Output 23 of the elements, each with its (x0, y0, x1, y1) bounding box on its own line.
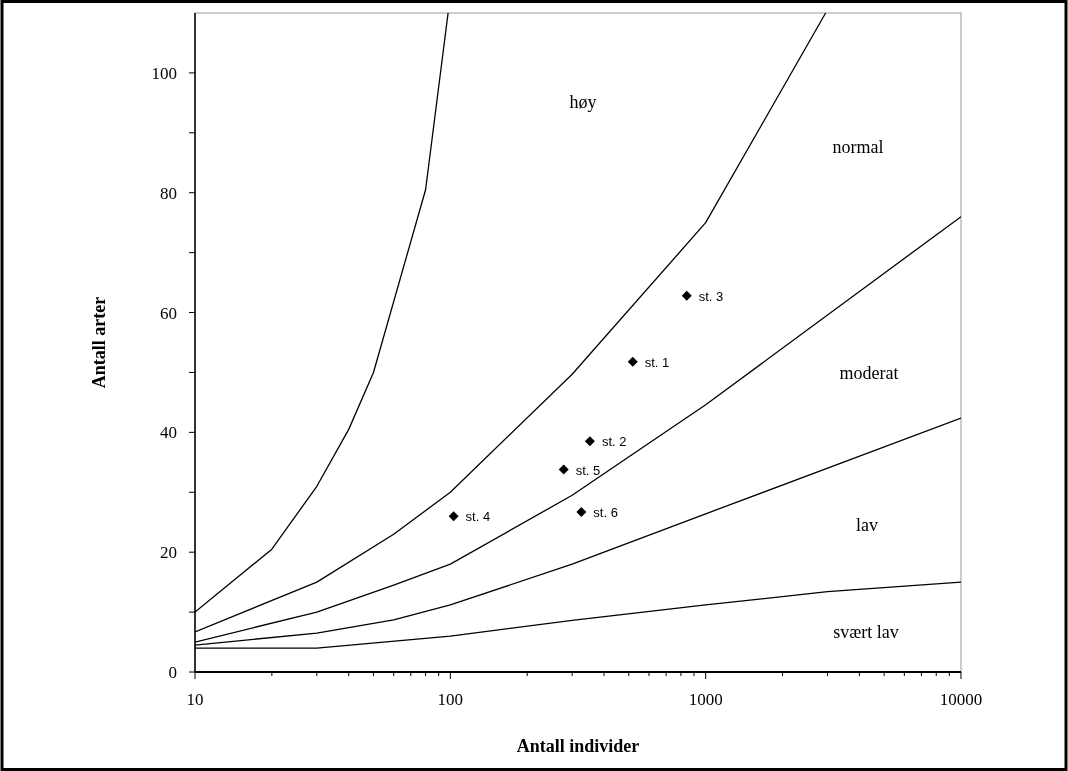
y-axis-title: Antall arter (89, 296, 109, 389)
y-tick-label: 20 (160, 543, 177, 563)
annotation: st. 3 (698, 288, 724, 304)
annotation: st. 2 (601, 434, 627, 450)
y-tick-label: 80 (160, 183, 177, 203)
y-tick-label: 0 (168, 663, 177, 682)
x-tick-label: 1000 (688, 690, 723, 709)
x-tick-label: 10000 (939, 690, 983, 709)
y-tick-label: 40 (160, 423, 177, 443)
x-tick-label: 100 (437, 690, 464, 709)
x-axis-title: Antall individer (516, 736, 640, 756)
annotation: normal (832, 137, 884, 157)
annotation: st. 4 (465, 509, 491, 525)
annotation: st. 6 (593, 505, 618, 521)
y-tick-label: 100 (151, 63, 177, 83)
annotation: st. 1 (644, 354, 670, 370)
annotation: høy (569, 92, 597, 112)
annotation: lav (856, 515, 878, 535)
y-tick-label: 60 (160, 303, 177, 323)
annotation: st. 5 (575, 462, 601, 478)
annotation: svært lav (833, 622, 899, 642)
annotation: moderat (839, 363, 899, 383)
x-tick-label: 10 (186, 690, 204, 709)
